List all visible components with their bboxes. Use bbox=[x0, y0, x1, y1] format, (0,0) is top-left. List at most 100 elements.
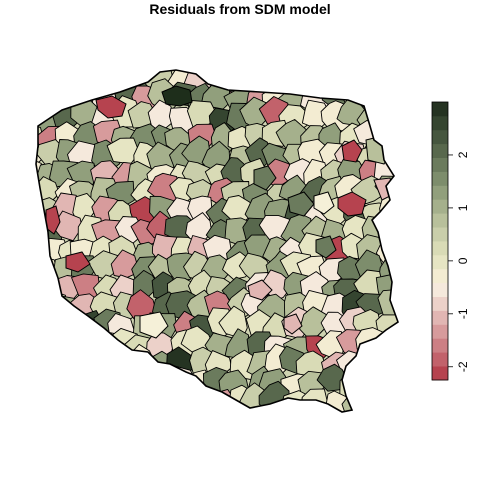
district-polygon bbox=[55, 70, 86, 75]
district-polygon bbox=[49, 329, 81, 360]
district-polygon bbox=[37, 367, 69, 397]
district-polygon bbox=[87, 331, 116, 357]
district-layer bbox=[36, 70, 398, 412]
district-polygon bbox=[112, 382, 143, 412]
legend-tick-label: 0 bbox=[456, 257, 470, 264]
district-polygon bbox=[55, 387, 87, 412]
district-polygon bbox=[375, 314, 398, 344]
poland-map bbox=[35, 69, 399, 413]
legend-swatch bbox=[432, 241, 448, 256]
district-negative bbox=[341, 139, 363, 163]
district-polygon bbox=[362, 367, 392, 399]
district-polygon bbox=[360, 386, 388, 412]
district-polygon bbox=[65, 383, 97, 412]
legend-swatch bbox=[432, 129, 448, 145]
district-near-zero bbox=[139, 311, 169, 339]
district-polygon bbox=[321, 70, 352, 95]
district-polygon bbox=[203, 388, 235, 412]
district-positive bbox=[287, 191, 315, 217]
district-polygon bbox=[370, 82, 398, 116]
district-polygon bbox=[36, 70, 43, 80]
district-near-zero bbox=[313, 191, 335, 215]
district-polygon bbox=[36, 250, 43, 281]
district-polygon bbox=[51, 367, 81, 403]
district-polygon bbox=[36, 216, 45, 246]
district-polygon bbox=[127, 70, 158, 74]
district-polygon bbox=[73, 70, 103, 89]
district-polygon bbox=[370, 350, 398, 381]
district-mild-negative bbox=[247, 279, 273, 301]
district-polygon bbox=[379, 101, 398, 135]
legend-swatch bbox=[432, 199, 448, 214]
district-polygon bbox=[89, 70, 116, 94]
district-polygon bbox=[36, 70, 67, 99]
legend-swatch bbox=[432, 310, 448, 325]
district-polygon bbox=[107, 70, 137, 77]
district-polygon bbox=[36, 312, 50, 344]
district-polygon bbox=[36, 85, 44, 116]
district-polygon bbox=[36, 328, 66, 358]
legend-swatch bbox=[432, 227, 448, 242]
legend: -2 -1 0 1 2 bbox=[431, 101, 470, 381]
legend-swatch bbox=[432, 213, 448, 228]
district-polygon bbox=[36, 387, 46, 412]
district-polygon bbox=[36, 274, 60, 305]
legend-tick-label: -1 bbox=[456, 308, 470, 319]
district-polygon bbox=[36, 70, 46, 100]
district-negative bbox=[65, 251, 91, 273]
district-polygon bbox=[91, 352, 122, 384]
legend-tick-label: 1 bbox=[456, 204, 470, 211]
legend-swatch bbox=[432, 143, 448, 158]
legend-swatch bbox=[432, 115, 448, 131]
district-polygon bbox=[36, 198, 43, 228]
district-polygon bbox=[36, 309, 66, 338]
district-polygon bbox=[66, 349, 98, 379]
legend-colorbar bbox=[432, 102, 448, 381]
district-polygon bbox=[379, 330, 398, 366]
district-polygon bbox=[360, 70, 391, 93]
district-polygon bbox=[131, 387, 163, 412]
district-polygon bbox=[217, 70, 250, 73]
district-polygon bbox=[73, 366, 107, 398]
legend-swatch bbox=[432, 338, 448, 353]
district-mild-negative bbox=[283, 313, 303, 335]
legend-swatch bbox=[432, 254, 448, 270]
district-polygon bbox=[337, 70, 363, 71]
district-polygon bbox=[277, 70, 309, 92]
legend-swatch bbox=[432, 324, 448, 339]
district-polygon bbox=[36, 70, 64, 75]
legend-swatch bbox=[432, 171, 448, 186]
district-polygon bbox=[277, 70, 308, 78]
district-polygon bbox=[36, 348, 60, 378]
district-polygon bbox=[167, 385, 201, 411]
district-polygon bbox=[71, 70, 99, 79]
legend-swatch bbox=[432, 268, 448, 284]
legend-swatch bbox=[432, 282, 448, 297]
district-polygon bbox=[108, 352, 139, 384]
district-polygon bbox=[73, 326, 106, 361]
legend-swatch bbox=[432, 157, 448, 172]
district-polygon bbox=[379, 70, 398, 98]
district-polygon bbox=[109, 365, 141, 400]
district-polygon bbox=[379, 212, 398, 246]
legend-axis: -2 -1 0 1 2 bbox=[448, 151, 470, 372]
district-polygon bbox=[36, 179, 42, 211]
district-polygon bbox=[47, 315, 80, 340]
district-polygon bbox=[355, 350, 383, 381]
district-negative bbox=[337, 191, 367, 217]
district-polygon bbox=[339, 70, 373, 97]
district-polygon bbox=[36, 329, 44, 362]
district-negative bbox=[95, 95, 127, 119]
district-polygon bbox=[301, 70, 332, 93]
district-polygon bbox=[141, 388, 174, 412]
legend-swatch bbox=[432, 296, 448, 311]
legend-swatch bbox=[432, 366, 448, 381]
district-polygon bbox=[379, 371, 398, 401]
legend-frame bbox=[431, 101, 449, 381]
district-polygon bbox=[358, 70, 386, 76]
district-polygon bbox=[47, 70, 81, 96]
legend-swatch bbox=[432, 102, 448, 117]
district-polygon bbox=[36, 290, 46, 320]
legend-swatch bbox=[432, 352, 448, 367]
district-polygon bbox=[263, 70, 289, 75]
